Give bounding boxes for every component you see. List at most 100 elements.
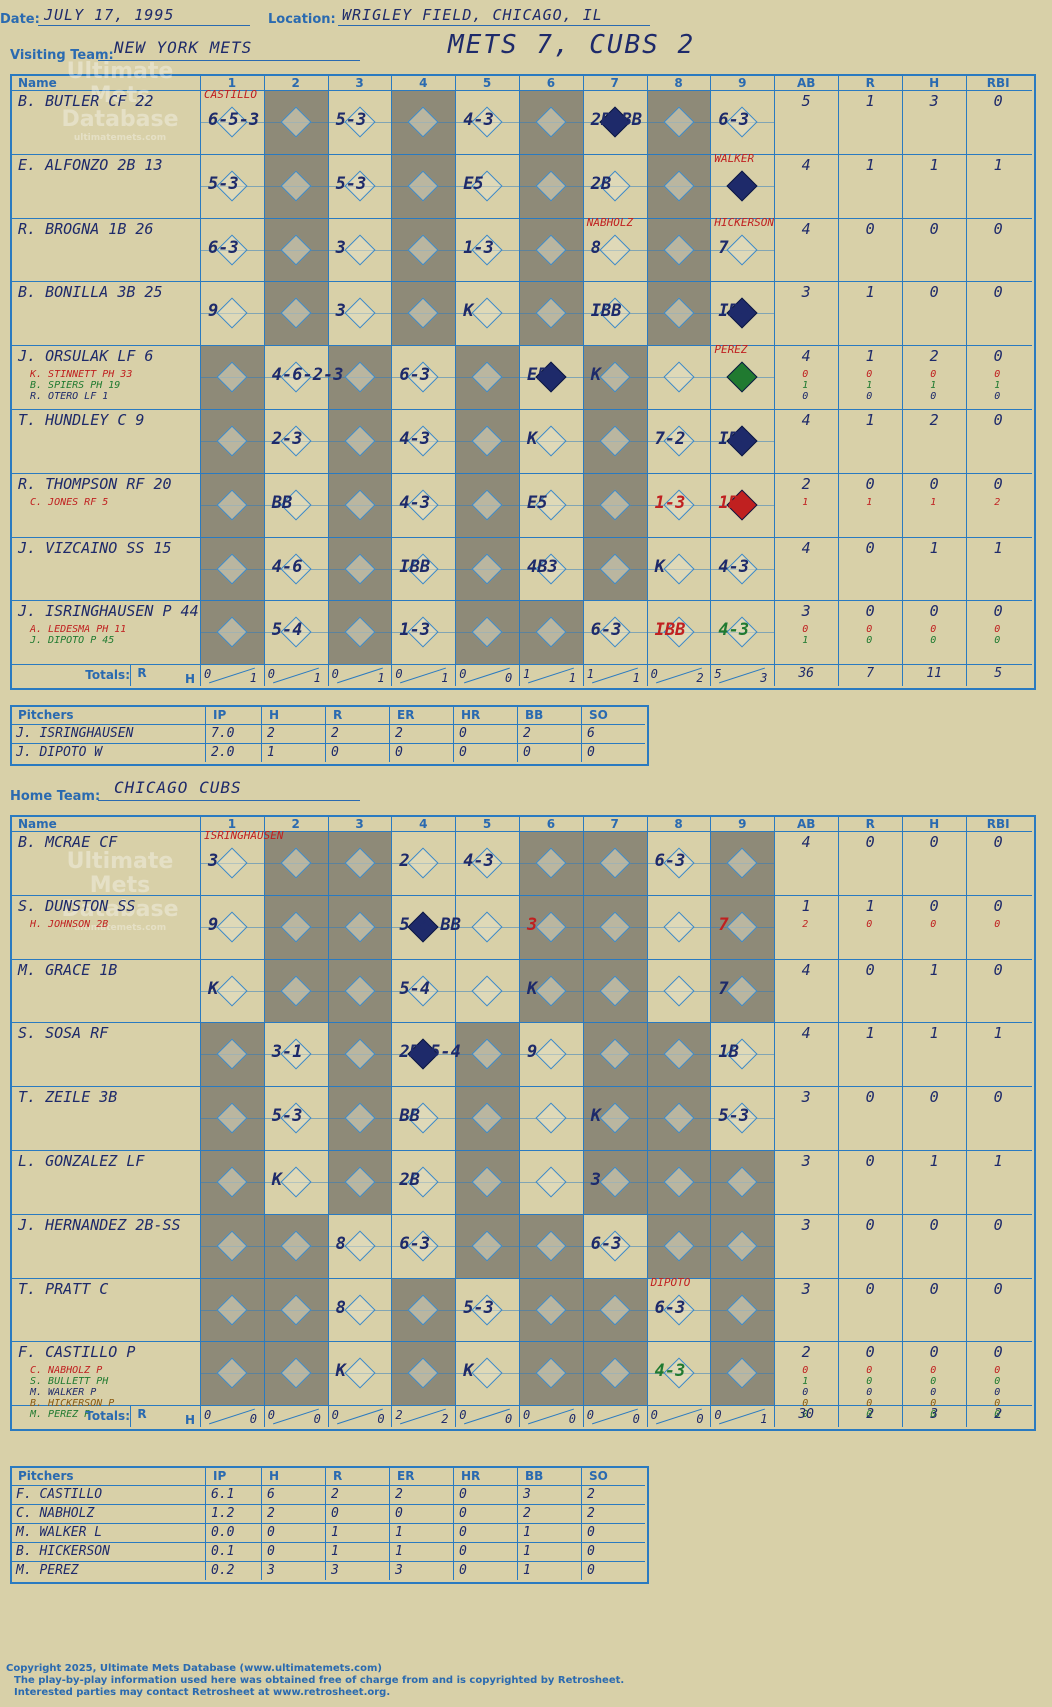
player-stat-h: 2	[929, 347, 939, 366]
player-name: J. ORSULAK LF 6	[18, 347, 154, 366]
pitcher-name: M. WALKER L	[16, 1525, 103, 1540]
play-notation: 4-3	[718, 556, 750, 577]
player-stat-h: 1	[929, 1024, 939, 1043]
row-divider	[10, 345, 1032, 347]
inning-runs: 0	[395, 667, 403, 682]
total-stat-rbi: 2	[994, 1407, 1003, 1423]
pitcher-stat: 1	[395, 1525, 403, 1540]
substitute-stat-ab: 0	[802, 1398, 809, 1410]
inning-divider	[774, 74, 776, 687]
row-divider	[10, 281, 1032, 283]
substitute-stat-h: 0	[930, 918, 937, 930]
copyright-footer: Copyright 2025, Ultimate Mets Database (…	[6, 1663, 624, 1699]
player-name: J. VIZCAINO SS 15	[18, 538, 172, 557]
inning-divider	[519, 815, 520, 1428]
row-divider	[10, 958, 1032, 960]
player-stat-h: 0	[929, 896, 939, 915]
inning-divider	[455, 815, 457, 1428]
watermark-url: ultimatemets.com	[73, 133, 167, 143]
substitute-stat-ab: 1	[802, 1376, 809, 1388]
play-notation: 6-3	[590, 1233, 622, 1254]
pitcher-col-divider	[517, 705, 518, 762]
player-stat-h: 0	[929, 1088, 939, 1107]
row-divider	[10, 1022, 1032, 1024]
inning-divider	[455, 74, 457, 687]
substitute-stat-r: 0	[866, 1376, 873, 1388]
play-notation: 4-3	[399, 429, 431, 449]
col-header-inning: 1	[227, 76, 237, 90]
inning-runs: 0	[331, 667, 339, 682]
player-stat-h: 1	[929, 1152, 939, 1170]
play-notation: K	[590, 365, 602, 386]
totals-label: Totals:	[85, 1409, 130, 1424]
substitute-stat-rbi: 0	[994, 918, 1001, 930]
visiting-team-name: NEW YORK METS	[114, 38, 253, 57]
pitcher-col-divider	[205, 705, 206, 762]
play-notation: 6-3	[399, 365, 431, 386]
player-name: B. BONILLA 3B 25	[18, 283, 163, 302]
player-stat-r: 1	[865, 283, 875, 302]
inning-divider	[327, 815, 329, 1428]
col-header-stat: RBI	[986, 817, 1010, 831]
inning-divider	[519, 74, 520, 687]
watermark-text: Mets	[89, 873, 151, 898]
col-header-inning: 5	[482, 817, 492, 831]
player-stat-r: 0	[865, 1088, 875, 1107]
totals-name-split	[130, 664, 131, 687]
play-notation: 2B 5-4	[399, 1042, 461, 1063]
stat-divider	[902, 815, 904, 1428]
pitcher-stat: 1	[523, 1544, 531, 1559]
play-notation: 2B	[590, 173, 612, 194]
col-header-inning: 6	[546, 76, 556, 90]
pitching-change-note: WALKER	[714, 151, 755, 165]
play-notation: 4-6-2-3	[271, 365, 344, 386]
inning-hits: 0	[313, 1412, 321, 1427]
pitcher-stat: 1	[267, 745, 275, 760]
pitcher-stat: 2.0	[211, 745, 235, 760]
col-header-stat: AB	[796, 817, 816, 831]
player-stat-rbi: 0	[993, 411, 1003, 429]
watermark-text: Ultimate	[66, 59, 174, 84]
stat-divider	[966, 74, 968, 687]
pitcher-stat: 2	[331, 1487, 339, 1502]
player-stat-ab: 3	[801, 602, 811, 621]
pitcher-name: B. HICKERSON	[16, 1544, 110, 1559]
row-divider	[10, 1086, 1032, 1088]
pitcher-col-header: ER	[397, 1469, 415, 1483]
pitcher-col-divider	[453, 705, 454, 762]
pitcher-stat: 0	[459, 726, 467, 741]
col-header-stat: AB	[796, 76, 816, 90]
substitute-stat-ab: 1	[802, 635, 809, 647]
inning-runs: 0	[714, 1408, 722, 1423]
player-stat-ab: 3	[801, 1215, 811, 1234]
pitcher-name: J. DIPOTO W	[16, 745, 103, 760]
header-divider	[10, 90, 1032, 91]
pitcher-row-divider	[10, 1523, 645, 1524]
play-notation: 4-3	[463, 110, 494, 130]
inning-hits: 1	[377, 671, 385, 686]
substitute-stat-r: 1	[866, 496, 873, 508]
inning-divider	[774, 815, 776, 1428]
player-name: S. DUNSTON SS	[18, 896, 136, 915]
ultimate-mets-watermark: Ultimate Mets Database ultimatemets.com	[60, 60, 180, 160]
inning-hits: 1	[313, 671, 321, 686]
pitcher-col-header: HR	[461, 1469, 481, 1483]
substitute-stat-rbi: 0	[994, 624, 1001, 636]
inning-divider	[263, 74, 265, 687]
totals-h-label: H	[184, 672, 196, 687]
pitcher-stat: 2	[587, 1487, 595, 1502]
col-header-inning: 3	[355, 76, 364, 90]
inning-hits: 0	[505, 671, 513, 686]
pitcher-stat: 0	[459, 1506, 467, 1521]
player-stat-ab: 4	[801, 411, 811, 429]
pitcher-row-divider	[10, 1561, 645, 1562]
col-header-stat: R	[865, 817, 875, 831]
substitute-stat-rbi: 0	[994, 1387, 1001, 1399]
player-stat-h: 0	[929, 1215, 939, 1234]
substitute-stat-h: 1	[930, 380, 937, 392]
player-stat-h: 0	[929, 219, 939, 238]
pitcher-stat: 0	[459, 745, 467, 760]
player-stat-rbi: 0	[993, 833, 1003, 851]
substitute-stat-h: 0	[930, 624, 937, 636]
player-stat-rbi: 0	[993, 1088, 1003, 1107]
